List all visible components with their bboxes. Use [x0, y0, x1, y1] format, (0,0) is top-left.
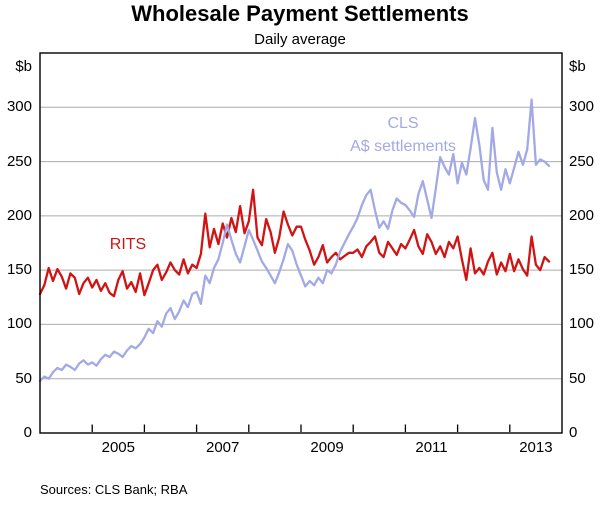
cls-line	[38, 98, 551, 383]
y-tick-label-right: 150	[569, 261, 595, 279]
y-tick-label-right: 50	[569, 369, 586, 387]
x-tick-label: 2009	[310, 439, 344, 456]
rits-line	[38, 188, 551, 298]
y-tick-label-left: 250	[6, 152, 32, 170]
y-tick-label-left: 300	[6, 98, 32, 116]
y-tick-label-left: 100	[6, 315, 32, 333]
y-unit-label-right: $b	[569, 58, 586, 75]
y-tick-label-right: 300	[569, 98, 595, 116]
plot-border	[39, 52, 563, 434]
y-tick-label-left: 150	[6, 261, 32, 279]
series-label-rits-text: RITS	[109, 236, 147, 253]
y-tick-label-left: 0	[23, 424, 32, 441]
y-unit-label-left: $b	[15, 58, 32, 75]
y-tick-label-left: 200	[6, 206, 32, 224]
x-tick-label: 2011	[415, 439, 448, 456]
chart-subtitle: Daily average	[254, 31, 346, 48]
series-label-cls-line1: CLS	[387, 115, 419, 132]
chart-title: Wholesale Payment Settlements	[131, 1, 469, 26]
series-label-cls: CLS A$ settlements	[318, 112, 488, 158]
y-tick-label-right: 200	[569, 206, 595, 224]
y-tick-label-left: 50	[15, 369, 32, 387]
series-label-rits: RITS	[88, 233, 168, 256]
y-tick-label-right: 0	[569, 424, 578, 441]
x-tick-label: 2005	[101, 439, 135, 456]
series-label-cls-line2: A$ settlements	[350, 138, 456, 155]
source-note: Sources: CLS Bank; RBA	[40, 482, 188, 497]
x-tick-label: 2013	[519, 439, 553, 456]
x-tick-label: 2007	[206, 439, 240, 456]
y-tick-label-right: 250	[569, 152, 595, 170]
y-tick-label-right: 100	[569, 315, 595, 333]
